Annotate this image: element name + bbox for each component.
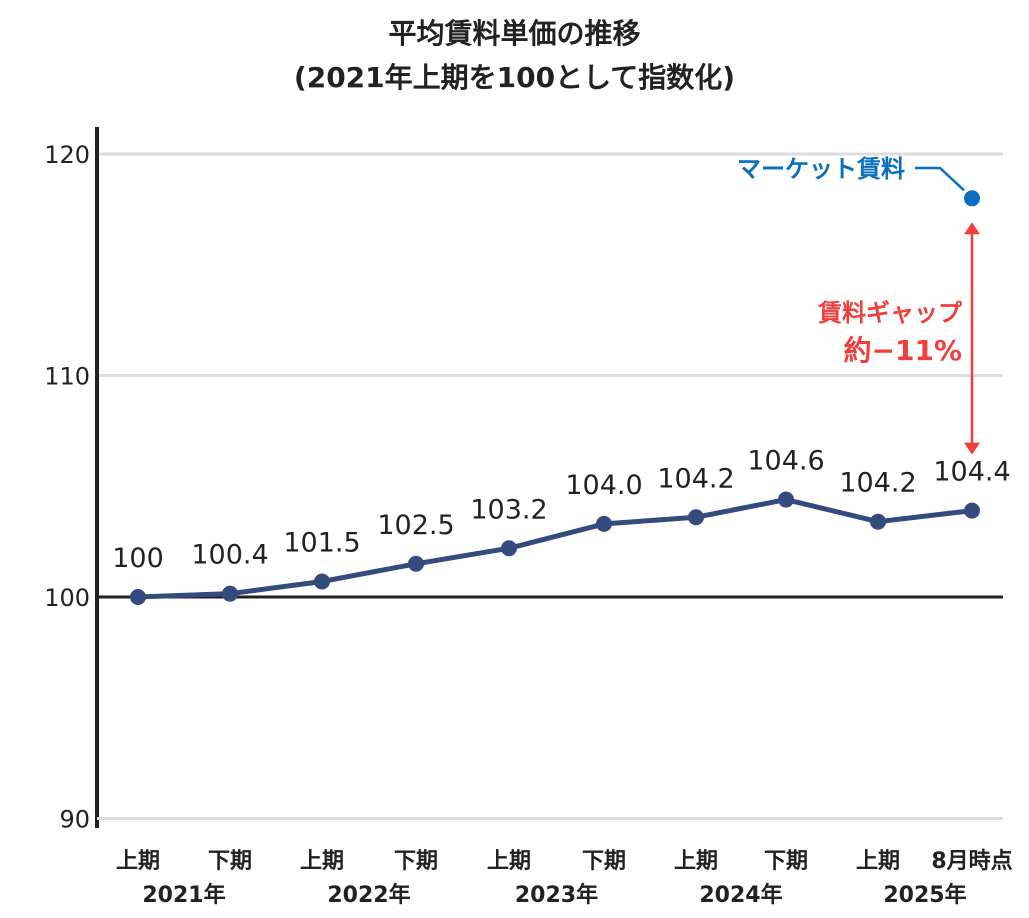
- data-label: 104.2: [657, 463, 734, 494]
- data-point: [778, 491, 794, 508]
- data-label: 104.6: [747, 446, 824, 477]
- data-label: 100: [112, 543, 164, 574]
- data-label: 104.0: [565, 470, 642, 501]
- data-label: 102.5: [377, 510, 454, 541]
- chart-subtitle: (2021年上期を100として指数化): [293, 61, 736, 94]
- chart-title: 平均賃料単価の推移: [388, 17, 641, 50]
- market-leader-line: [915, 166, 965, 192]
- x-tick-label: 上期: [116, 849, 160, 874]
- data-point: [870, 513, 886, 530]
- data-label: 104.4: [933, 457, 1010, 488]
- x-tick-label: 上期: [856, 849, 900, 874]
- data-point: [501, 540, 517, 557]
- x-year-label: 2021年: [142, 882, 225, 908]
- data-point: [130, 589, 146, 605]
- data-point: [964, 502, 980, 519]
- market-label: マーケット賃料: [737, 155, 905, 183]
- x-year-label: 2023年: [515, 882, 598, 908]
- data-point: [688, 509, 704, 526]
- gap-arrow-head-bottom: [964, 442, 980, 455]
- x-year-label: 2025年: [883, 882, 966, 908]
- x-year-label: 2024年: [699, 882, 782, 908]
- data-label: 104.2: [839, 468, 916, 499]
- x-tick-label: 下期: [582, 849, 626, 874]
- data-label: 100.4: [191, 540, 268, 571]
- data-point: [222, 585, 238, 602]
- data-point: [408, 555, 424, 572]
- series-line: [137, 497, 973, 600]
- y-tick-label: 90: [59, 806, 90, 834]
- data-point: [596, 515, 612, 532]
- data-label: 103.2: [470, 494, 547, 525]
- y-tick-label: 120: [44, 141, 90, 169]
- data-point: [314, 573, 330, 590]
- x-tick-label: 上期: [300, 849, 344, 874]
- data-label: 101.5: [283, 527, 360, 558]
- gap-value: 約−11%: [844, 334, 962, 367]
- x-tick-label: 上期: [674, 849, 718, 874]
- x-year-label: 2022年: [327, 882, 410, 908]
- gap-label: 賃料ギャップ: [817, 299, 963, 327]
- x-tick-label: 下期: [394, 849, 438, 874]
- market-point: [964, 190, 980, 207]
- x-tick-label: 下期: [764, 849, 808, 874]
- x-tick-label: 下期: [208, 849, 252, 874]
- y-tick-label: 100: [44, 584, 90, 612]
- x-tick-label: 8月時点: [931, 848, 1012, 874]
- y-tick-label: 110: [44, 363, 90, 391]
- x-tick-label: 上期: [487, 849, 531, 874]
- gap-arrow-head-top: [964, 222, 980, 235]
